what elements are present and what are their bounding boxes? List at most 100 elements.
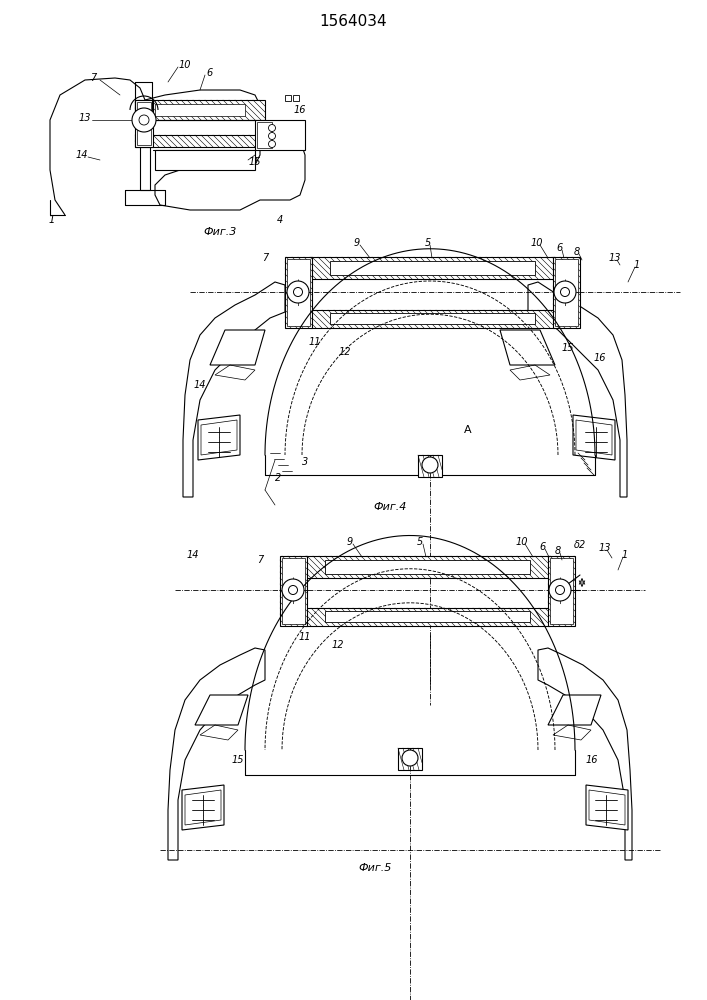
- Text: 1: 1: [49, 215, 55, 225]
- Text: 16: 16: [594, 353, 606, 363]
- Text: 6: 6: [207, 68, 213, 78]
- Circle shape: [269, 132, 276, 139]
- Bar: [325, 560, 530, 574]
- Circle shape: [269, 140, 276, 147]
- Text: Фиг.4: Фиг.4: [373, 502, 407, 512]
- Bar: [293, 95, 299, 101]
- Bar: [135, 135, 265, 147]
- Bar: [325, 611, 530, 622]
- Text: 9: 9: [354, 238, 360, 248]
- Bar: [310, 257, 555, 279]
- Polygon shape: [586, 785, 628, 830]
- Bar: [330, 261, 535, 275]
- Text: 10: 10: [531, 238, 543, 248]
- Polygon shape: [182, 785, 224, 830]
- Circle shape: [556, 585, 564, 594]
- Polygon shape: [589, 790, 625, 825]
- Text: 5: 5: [417, 537, 423, 547]
- Bar: [282, 558, 305, 624]
- Text: 7: 7: [90, 73, 96, 83]
- Text: Фиг.5: Фиг.5: [358, 863, 392, 873]
- Text: 16: 16: [586, 755, 598, 765]
- Circle shape: [132, 108, 156, 132]
- Text: 11: 11: [309, 337, 321, 347]
- Polygon shape: [210, 330, 265, 365]
- Bar: [135, 100, 153, 147]
- Text: Фиг.3: Фиг.3: [204, 227, 237, 237]
- Bar: [418, 455, 442, 477]
- Bar: [285, 257, 312, 328]
- Bar: [135, 100, 265, 120]
- Text: 2: 2: [275, 473, 281, 483]
- Circle shape: [287, 281, 309, 303]
- Bar: [330, 313, 535, 324]
- Text: 10: 10: [515, 537, 528, 547]
- Polygon shape: [195, 695, 248, 725]
- Polygon shape: [500, 330, 555, 365]
- Bar: [305, 608, 550, 626]
- Bar: [553, 257, 580, 328]
- Circle shape: [293, 288, 303, 296]
- Circle shape: [269, 124, 276, 131]
- Circle shape: [288, 585, 298, 594]
- Text: 9: 9: [347, 537, 353, 547]
- Circle shape: [561, 288, 570, 296]
- Text: 14: 14: [194, 380, 206, 390]
- Polygon shape: [201, 420, 237, 455]
- Polygon shape: [538, 648, 632, 860]
- Bar: [255, 120, 305, 150]
- Bar: [548, 556, 575, 626]
- Polygon shape: [573, 415, 615, 460]
- Text: 4: 4: [277, 215, 283, 225]
- Bar: [257, 122, 272, 148]
- Text: 10: 10: [179, 60, 192, 70]
- Text: 1: 1: [634, 260, 640, 270]
- Polygon shape: [185, 790, 221, 825]
- Text: 6: 6: [557, 243, 563, 253]
- Text: 8: 8: [555, 546, 561, 556]
- Circle shape: [402, 750, 418, 766]
- Bar: [555, 259, 578, 326]
- Circle shape: [554, 281, 576, 303]
- Circle shape: [422, 457, 438, 473]
- Text: 13: 13: [599, 543, 612, 553]
- Bar: [305, 556, 550, 578]
- Text: 12: 12: [339, 347, 351, 357]
- Polygon shape: [576, 420, 612, 455]
- Text: 12: 12: [332, 640, 344, 650]
- Text: 1564034: 1564034: [319, 14, 387, 29]
- Text: 14: 14: [187, 550, 199, 560]
- Circle shape: [139, 115, 149, 125]
- Text: 6: 6: [540, 542, 546, 552]
- Bar: [155, 104, 245, 116]
- Bar: [310, 310, 555, 328]
- Circle shape: [549, 579, 571, 601]
- Bar: [280, 556, 307, 626]
- Text: 11: 11: [299, 632, 311, 642]
- Text: δ2: δ2: [574, 540, 586, 550]
- Text: 7: 7: [257, 555, 263, 565]
- Polygon shape: [548, 695, 601, 725]
- Text: 3: 3: [302, 457, 308, 467]
- Text: 5: 5: [425, 238, 431, 248]
- Bar: [550, 558, 573, 624]
- Circle shape: [282, 579, 304, 601]
- Bar: [398, 748, 422, 770]
- Polygon shape: [168, 648, 265, 860]
- Text: A: A: [464, 425, 472, 435]
- Text: 13: 13: [609, 253, 621, 263]
- Bar: [155, 150, 255, 170]
- Text: 14: 14: [76, 150, 88, 160]
- Polygon shape: [528, 282, 627, 497]
- Text: 1: 1: [622, 550, 628, 560]
- Polygon shape: [198, 415, 240, 460]
- Text: 16: 16: [293, 105, 306, 115]
- Text: 7: 7: [262, 253, 268, 263]
- Text: 15: 15: [249, 157, 262, 167]
- Polygon shape: [183, 282, 285, 497]
- Bar: [287, 259, 310, 326]
- Polygon shape: [50, 78, 145, 215]
- Text: 15: 15: [562, 343, 574, 353]
- Text: 13: 13: [78, 113, 91, 123]
- Bar: [285, 95, 291, 101]
